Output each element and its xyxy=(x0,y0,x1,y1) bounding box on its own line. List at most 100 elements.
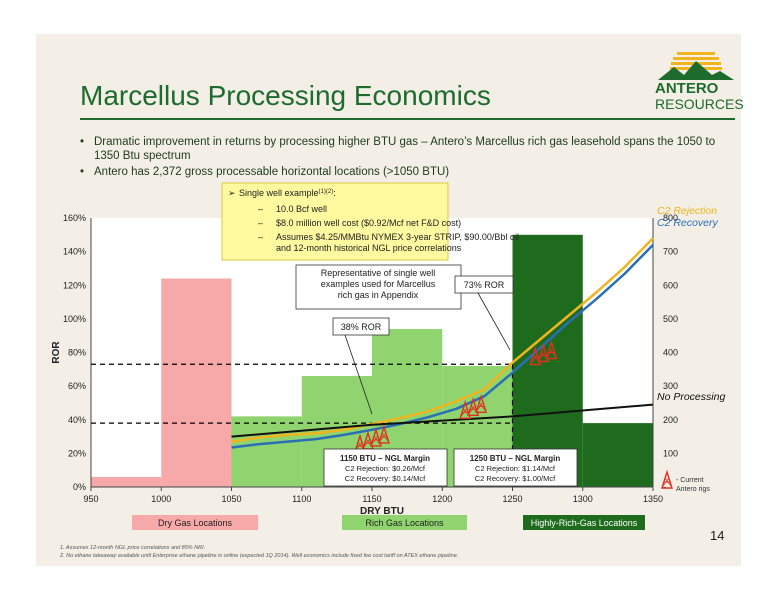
rig-frame xyxy=(467,396,480,416)
rig-brace xyxy=(662,477,670,487)
y-right-tick-label: 600 xyxy=(663,280,678,290)
margin-title: 1250 BTU – NGL Margin xyxy=(470,454,561,463)
y-left-tick-label: 40% xyxy=(68,415,86,425)
bar-rich xyxy=(231,416,302,487)
note-line: examples used for Marcellus xyxy=(321,279,436,289)
oil-rig-icon xyxy=(545,340,558,360)
margin-title: 1150 BTU – NGL Margin xyxy=(340,454,430,463)
x-tick-label: 1000 xyxy=(151,494,171,504)
bullet-item: Dramatic improvement in returns by proce… xyxy=(80,135,720,163)
page-number: 14 xyxy=(710,528,725,543)
x-tick-label: 1250 xyxy=(502,494,522,504)
rig-brace xyxy=(549,348,556,357)
y-right-tick-label: 100 xyxy=(663,448,678,458)
x-tick-label: 1150 xyxy=(362,494,381,504)
footnotes: 1. Assumes 12-month NGL price correlatio… xyxy=(60,544,458,560)
oil-rig-icon xyxy=(378,424,390,444)
margin-line: C2 Rejection: $0.26/Mcf xyxy=(345,464,426,473)
ror-38-box xyxy=(332,317,390,336)
ror-73-box xyxy=(454,275,514,294)
y-axis-title: ROR xyxy=(51,341,62,364)
x-tick-label: 1050 xyxy=(221,494,241,504)
x-tick-label: 1300 xyxy=(573,494,593,504)
rig-brace xyxy=(460,408,468,417)
rich-gas-locations-label: Rich Gas Locations xyxy=(365,518,444,528)
page-title: Marcellus Processing Economics xyxy=(80,80,491,111)
legend-c2-recovery: C2 Recovery xyxy=(657,217,718,229)
y-left-tick-label: 60% xyxy=(68,381,86,391)
rig-brace xyxy=(664,477,672,487)
legend-rigs-line2: Antero rigs xyxy=(676,486,710,493)
rig-frame xyxy=(537,343,550,363)
y-left-tick-label: 0% xyxy=(73,482,86,492)
y-right-tick-label: 700 xyxy=(663,247,678,257)
margin-box-frame xyxy=(323,448,448,487)
x-axis-title: DRY BTU xyxy=(360,506,404,517)
rig-frame xyxy=(475,393,488,413)
antero-logo-icon xyxy=(658,52,734,80)
rig-brace xyxy=(371,435,379,445)
ror-73-pointer xyxy=(477,292,511,351)
rig-brace xyxy=(355,441,363,451)
note-line: Representative of single well xyxy=(321,268,436,278)
margin-line: C2 Recovery: $0.14/Mcf xyxy=(345,474,426,483)
rig-brace xyxy=(363,438,371,448)
legend-no-processing: No Processing xyxy=(657,391,725,403)
y-right-tick-label: 200 xyxy=(663,415,678,425)
bar-dry xyxy=(91,476,162,487)
rig-brace xyxy=(379,432,387,442)
note-line: rich gas in Appendix xyxy=(338,290,419,300)
bullet-list: Dramatic improvement in returns by proce… xyxy=(80,135,720,181)
y-right-tick-label: 400 xyxy=(663,348,678,358)
callout-item: 10.0 Bcf well xyxy=(276,204,327,214)
ror-38-pointer xyxy=(344,334,373,415)
callout-title-colon: : xyxy=(333,188,336,198)
callout-dash: – xyxy=(258,218,263,228)
ror-38-label: 38% ROR xyxy=(341,322,382,332)
rig-frame xyxy=(378,424,390,444)
oil-rig-icon xyxy=(661,469,673,489)
footnote: 2. No ethane takeaway available until En… xyxy=(60,553,459,559)
rig-frame xyxy=(529,346,542,366)
dry-gas-locations-band xyxy=(132,515,258,530)
y-left-tick-label: 100% xyxy=(63,314,86,324)
rich-gas-locations-band xyxy=(342,515,467,530)
logo-text-resources: RESOURCES xyxy=(655,96,744,112)
oil-rig-icon xyxy=(475,393,488,413)
rig-brace xyxy=(468,405,476,414)
rig-brace xyxy=(478,402,486,411)
x-tick-label: 1200 xyxy=(432,494,452,504)
y-right-tick-label: - xyxy=(663,482,666,492)
callout-bullet-marker: ➢ xyxy=(228,188,236,198)
bar-dry xyxy=(161,278,232,487)
margin-line: C2 Rejection: $1.14/Mcf xyxy=(475,464,556,473)
rig-brace xyxy=(531,354,538,363)
x-tick-label: 1100 xyxy=(292,494,311,504)
rig-brace xyxy=(539,351,546,360)
callout-box xyxy=(221,182,449,261)
footnote: 1. Assumes 12-month NGL price correlatio… xyxy=(60,545,206,551)
callout-item: and 12-month historical NGL price correl… xyxy=(276,243,462,253)
ror-73-label: 73% ROR xyxy=(464,280,505,290)
rig-brace xyxy=(476,402,484,411)
callout-dash: – xyxy=(258,204,263,214)
note-box xyxy=(295,264,462,310)
series-line-no-processing xyxy=(231,403,654,438)
legend-c2-rejection: C2 Rejection xyxy=(657,205,717,217)
mountain-icon xyxy=(658,61,734,80)
series-line-c2-rejection xyxy=(231,237,654,443)
rig-frame xyxy=(545,340,558,360)
y-left-tick-label: 80% xyxy=(68,348,86,358)
y-left-tick-label: 120% xyxy=(63,280,86,290)
bullet-item: Antero has 2,372 gross processable horiz… xyxy=(80,165,720,179)
x-tick-label: 950 xyxy=(83,494,98,504)
series-line-c2-recovery xyxy=(231,244,654,449)
y-right-tick-label: 800 xyxy=(663,213,678,223)
bar-highly-rich xyxy=(582,423,653,487)
rig-brace xyxy=(381,432,389,442)
title-divider xyxy=(80,118,735,120)
